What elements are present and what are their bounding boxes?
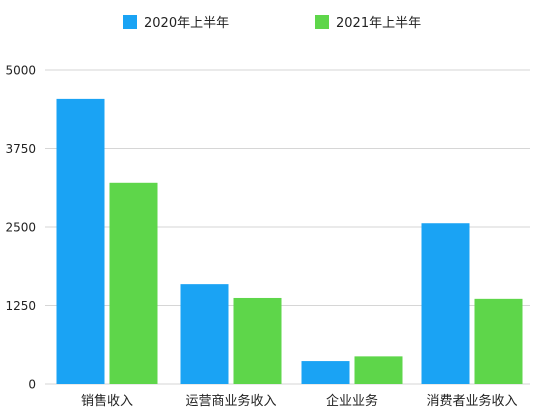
y-tick-label-2: 2500	[5, 221, 36, 235]
legend-item-2020: 2020年上半年	[123, 12, 229, 31]
y-tick-label-1: 1250	[5, 299, 36, 313]
legend-label-2020: 2020年上半年	[144, 16, 230, 31]
legend-swatch-2021	[315, 14, 329, 29]
bar-2021-2	[354, 356, 403, 384]
legend-label-2021: 2021年上半年	[336, 16, 422, 31]
x-tick-label-1: 运营商业务收入	[185, 393, 276, 409]
y-tick-label-3: 3750	[5, 142, 36, 156]
y-tick-label-4: 5000	[5, 64, 36, 78]
bar-2021-1	[233, 297, 282, 384]
bar-2021-3	[474, 298, 523, 384]
y-tick-label-0: 0	[28, 378, 36, 392]
chart-legend: 2020年上半年 2021年上半年	[0, 12, 550, 34]
legend-item-2021: 2021年上半年	[315, 12, 421, 31]
x-tick-label-0: 销售收入	[81, 393, 133, 409]
bar-2020-1	[180, 284, 229, 384]
x-tick-label-2: 企业业务	[326, 393, 378, 409]
legend-swatch-2020	[123, 14, 137, 29]
bar-2020-0	[56, 98, 105, 384]
bar-2020-3	[421, 223, 470, 384]
x-tick-label-3: 消费者业务收入	[426, 393, 517, 409]
bar-2021-0	[109, 182, 158, 384]
bar-2020-2	[301, 361, 350, 384]
